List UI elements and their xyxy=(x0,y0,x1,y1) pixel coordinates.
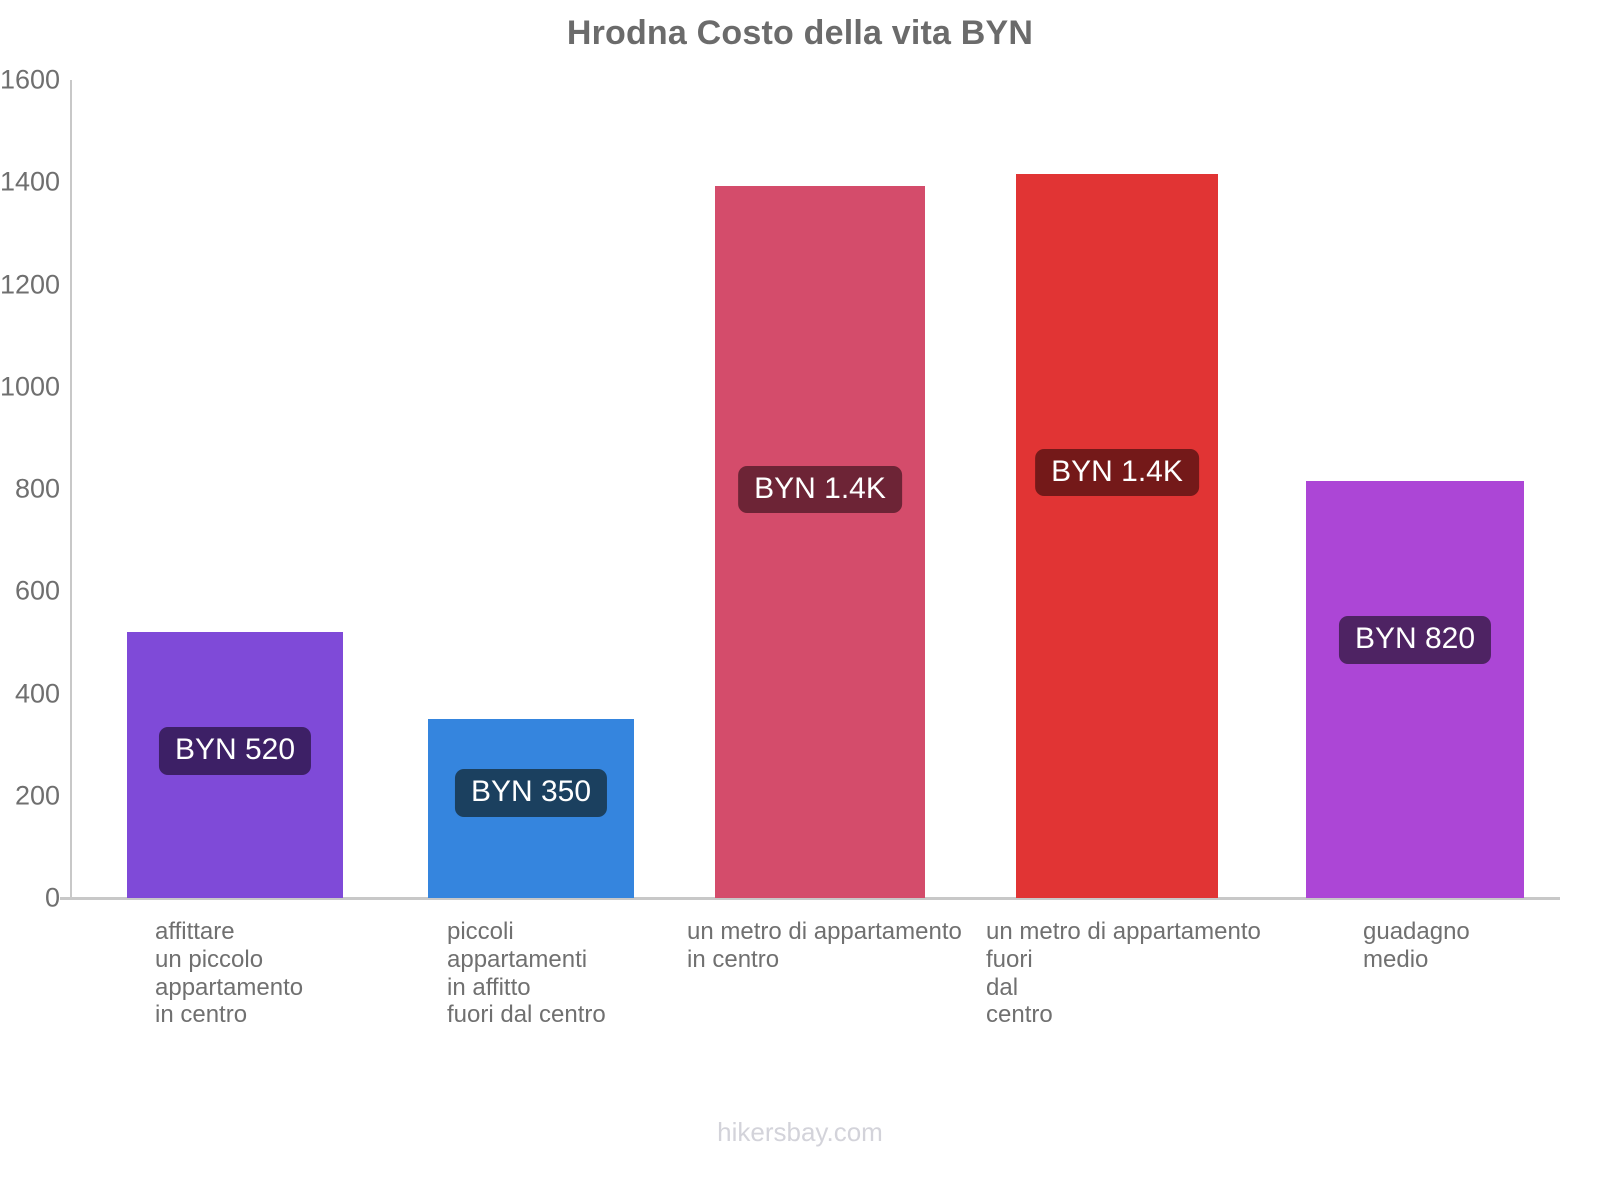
bar[interactable]: BYN 520 xyxy=(127,632,343,898)
bar-value-label: BYN 520 xyxy=(158,727,312,775)
bar-value-label: BYN 820 xyxy=(1338,616,1492,664)
y-axis-tick-label: 800 xyxy=(14,473,60,504)
bar[interactable]: BYN 1.4K xyxy=(1016,173,1218,898)
x-axis-line xyxy=(60,897,1560,900)
bar[interactable]: BYN 820 xyxy=(1306,481,1524,898)
x-axis-category-label: piccoli appartamenti in affitto fuori da… xyxy=(447,918,606,1029)
watermark: hikersbay.com xyxy=(717,1117,883,1147)
y-axis-tick-label: 1600 xyxy=(0,64,61,95)
x-axis-category-label: un metro di appartamento fuori dal centr… xyxy=(986,918,1261,1029)
y-axis-tick-label: 1400 xyxy=(0,166,61,197)
x-axis-category-label: un metro di appartamento in centro xyxy=(687,918,962,973)
x-axis-category-label: guadagno medio xyxy=(1363,918,1470,973)
bar-value-label: BYN 350 xyxy=(454,769,608,817)
y-axis-tick-label: 1000 xyxy=(0,371,61,402)
plot-area: BYN 520 BYN 350 BYN 1.4K BYN 1.4K BYN 820 xyxy=(70,80,1560,898)
y-axis-tick-label: 200 xyxy=(14,780,60,811)
page-title: Hrodna Costo della vita BYN xyxy=(566,14,1034,52)
y-axis-tick-label: 600 xyxy=(14,575,60,606)
bar[interactable]: BYN 1.4K xyxy=(715,185,925,898)
y-axis-tick-label: 400 xyxy=(14,678,60,708)
y-axis-tick-label: 0 xyxy=(44,882,60,913)
bar-value-label: BYN 1.4K xyxy=(738,465,902,514)
y-axis-line xyxy=(70,80,72,898)
bar[interactable]: BYN 350 xyxy=(428,719,634,898)
x-axis-category-label: affittare un piccolo appartamento in cen… xyxy=(155,918,304,1029)
bar-value-label: BYN 1.4K xyxy=(1035,448,1199,497)
y-axis-tick-label: 1200 xyxy=(0,269,61,299)
